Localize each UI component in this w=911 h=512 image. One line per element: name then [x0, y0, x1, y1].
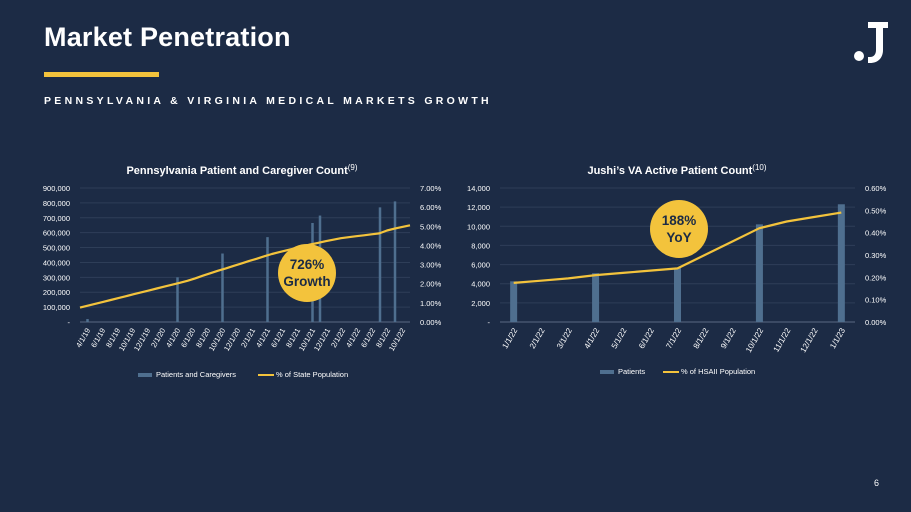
- pa-y-right-tick: 6.00%: [420, 203, 442, 212]
- va-bar: [837, 204, 845, 322]
- pa-y-right-tick: 4.00%: [420, 241, 442, 250]
- title-underline: [44, 72, 159, 77]
- pa-y-left-tick: 200,000: [43, 288, 70, 297]
- va-y-left-tick: 6,000: [471, 261, 490, 270]
- va-legend-line-label: % of HSAII Population: [681, 367, 755, 376]
- va-y-left-tick: 4,000: [471, 280, 490, 289]
- pa-y-right-tick: 7.00%: [420, 184, 442, 193]
- va-y-right-tick: 0.00%: [865, 318, 887, 327]
- pa-legend-bar-swatch: [138, 373, 152, 377]
- pa-bar: [393, 201, 397, 322]
- va-x-tick: 8/1/22: [692, 326, 711, 350]
- pa-y-left-tick: 500,000: [43, 244, 70, 253]
- pa-y-right-tick: 1.00%: [420, 299, 442, 308]
- va-chart-title-text: Jushi’s VA Active Patient Count: [587, 165, 752, 177]
- pa-y-right-tick: 0.00%: [420, 318, 442, 327]
- pa-growth-callout: 726% Growth: [278, 244, 336, 302]
- pa-y-right-tick: 5.00%: [420, 222, 442, 231]
- va-x-tick: 10/1/22: [744, 326, 765, 354]
- va-bar: [592, 273, 600, 322]
- va-legend-bar-label: Patients: [618, 367, 645, 376]
- pa-y-left-tick: 800,000: [43, 199, 70, 208]
- va-y-left-tick: 8,000: [471, 241, 490, 250]
- va-x-tick: 11/1/22: [772, 326, 793, 354]
- pa-y-left-tick: 600,000: [43, 229, 70, 238]
- va-x-tick: 1/1/23: [828, 326, 847, 350]
- pa-y-right-tick: 3.00%: [420, 261, 442, 270]
- pa-chart-title-text: Pennsylvania Patient and Caregiver Count: [126, 165, 348, 177]
- va-line-series: [513, 211, 842, 284]
- va-y-left-tick: 14,000: [467, 184, 490, 193]
- va-x-tick: 3/1/22: [555, 326, 574, 350]
- va-chart-title: Jushi’s VA Active Patient Count(10): [587, 163, 766, 177]
- va-y-right-tick: 0.40%: [865, 229, 887, 238]
- pa-y-left-tick: 900,000: [43, 184, 70, 193]
- pa-growth-label: Growth: [283, 274, 331, 289]
- va-y-right-tick: 0.50%: [865, 206, 887, 215]
- va-growth-callout: 188% YoY: [650, 200, 708, 258]
- pa-bar: [266, 237, 269, 322]
- va-y-right-tick: 0.20%: [865, 273, 887, 282]
- va-chart: Jushi’s VA Active Patient Count(10) - 2,00…: [467, 163, 887, 376]
- pa-bar: [176, 277, 179, 322]
- va-y-left-tick: 10,000: [467, 222, 490, 231]
- pa-bar: [86, 319, 89, 322]
- va-chart-title-sup: (10): [752, 163, 767, 172]
- va-x-tick: 9/1/22: [719, 326, 738, 350]
- va-growth-value: 188%: [661, 213, 697, 228]
- pa-y-left-tick: 300,000: [43, 273, 70, 282]
- va-y-left-tick: -: [488, 318, 491, 327]
- pa-y-left-tick: 400,000: [43, 258, 70, 267]
- pa-y-right-tick: 2.00%: [420, 280, 442, 289]
- pa-bar: [221, 253, 224, 322]
- va-y-right-tick: 0.60%: [865, 184, 887, 193]
- page-subtitle: PENNSYLVANIA & VIRGINIA MEDICAL MARKETS …: [44, 95, 492, 107]
- va-bar: [755, 224, 763, 322]
- page-number: 6: [874, 478, 880, 488]
- pa-chart-title: Pennsylvania Patient and Caregiver Count…: [126, 163, 357, 177]
- pa-growth-value: 726%: [289, 257, 325, 272]
- pa-y-left-tick: 100,000: [43, 303, 70, 312]
- va-y-left-tick: 2,000: [471, 299, 490, 308]
- va-bar: [674, 267, 681, 322]
- va-x-tick: 7/1/22: [664, 326, 683, 350]
- va-x-tick: 1/1/22: [500, 326, 519, 350]
- pa-y-left-tick: 700,000: [43, 214, 70, 223]
- jushi-logo-icon: [854, 22, 888, 63]
- page-title: Market Penetration: [44, 22, 291, 52]
- va-x-tick: 4/1/22: [582, 326, 601, 350]
- va-legend-bar-swatch: [600, 370, 614, 374]
- va-x-tick: 2/1/22: [528, 326, 547, 350]
- pa-legend-bar-label: Patients and Caregivers: [156, 370, 236, 379]
- pa-chart-title-sup: (9): [348, 163, 358, 172]
- pa-bar: [378, 207, 382, 322]
- pa-line-series: [79, 224, 411, 309]
- va-y-right-tick: 0.30%: [865, 251, 887, 260]
- va-growth-label: YoY: [666, 230, 692, 245]
- va-x-tick: 6/1/22: [637, 326, 656, 350]
- va-x-tick: 5/1/22: [610, 326, 629, 350]
- va-bar: [510, 281, 518, 322]
- pa-legend-line-label: % of State Population: [276, 370, 348, 379]
- pa-y-left-tick: -: [68, 318, 71, 327]
- pa-chart: Pennsylvania Patient and Caregiver Count…: [43, 163, 442, 379]
- va-y-right-tick: 0.10%: [865, 296, 887, 305]
- va-y-left-tick: 12,000: [467, 203, 490, 212]
- va-x-tick: 12/1/22: [799, 326, 820, 354]
